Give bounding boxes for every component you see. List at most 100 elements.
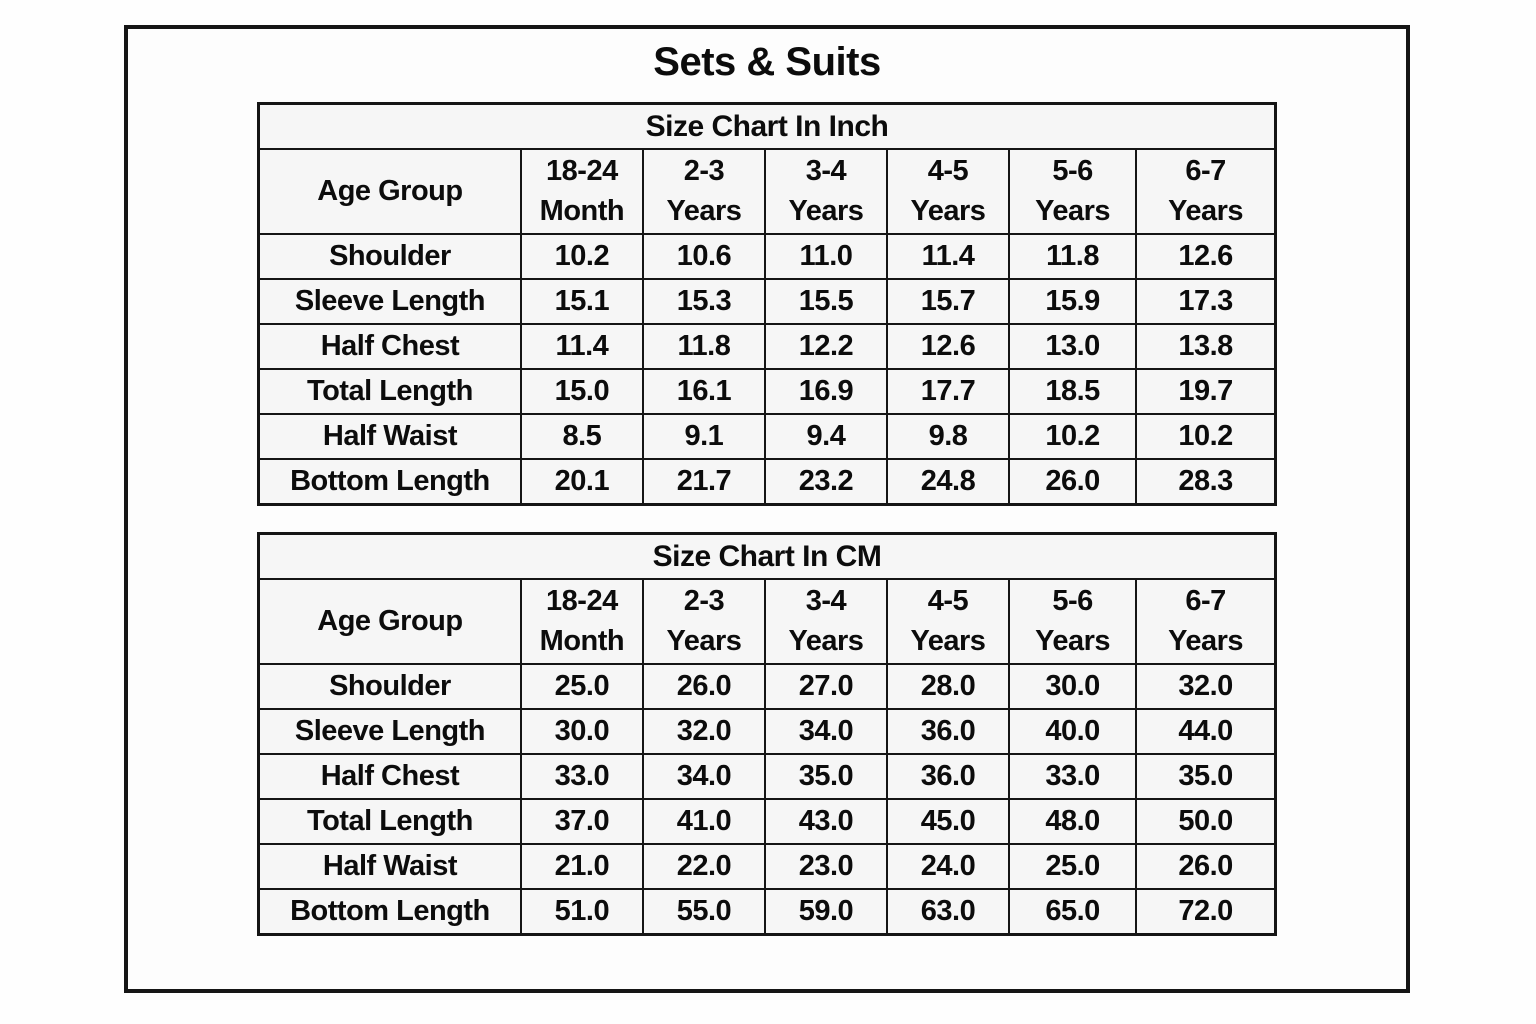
size-value-cell: 36.0 bbox=[885, 708, 1011, 755]
size-value-cell: 12.2 bbox=[763, 323, 888, 370]
size-value-cell: 24.8 bbox=[885, 458, 1011, 506]
age-column-header: 2-3 Years bbox=[641, 148, 766, 235]
age-column-line1: 18-24 bbox=[546, 155, 618, 188]
table-row: Half Chest 33.0 34.0 35.0 36.0 33.0 35.0 bbox=[257, 753, 1277, 800]
size-value-cell: 23.2 bbox=[763, 458, 888, 506]
age-column-header: 4-5 Years bbox=[885, 578, 1011, 665]
size-value-cell: 34.0 bbox=[641, 753, 766, 800]
size-value-cell: 41.0 bbox=[641, 798, 766, 845]
size-value-cell: 28.0 bbox=[885, 663, 1011, 710]
age-column-header: 3-4 Years bbox=[763, 148, 888, 235]
age-column-header: 18-24 Month bbox=[519, 148, 644, 235]
age-column-header: 6-7 Years bbox=[1135, 148, 1277, 235]
age-column-header: 3-4 Years bbox=[763, 578, 888, 665]
size-value-cell: 37.0 bbox=[519, 798, 644, 845]
size-chart-cm-table: Size Chart In CM Age Group 18-24 Month 2-3 Ye… bbox=[257, 532, 1277, 936]
size-value-cell: 48.0 bbox=[1007, 798, 1138, 845]
size-value-cell: 63.0 bbox=[885, 888, 1011, 936]
size-value-cell: 10.6 bbox=[641, 233, 766, 280]
age-column-line2: Years bbox=[666, 194, 742, 227]
age-column-line2: Years bbox=[788, 624, 864, 657]
size-value-cell: 15.5 bbox=[763, 278, 888, 325]
age-column-line2: Years bbox=[1168, 624, 1244, 657]
size-value-cell: 10.2 bbox=[519, 233, 644, 280]
row-label: Half Waist bbox=[257, 413, 522, 460]
size-value-cell: 9.4 bbox=[763, 413, 888, 460]
row-label: Half Waist bbox=[257, 843, 522, 890]
age-column-line2: Years bbox=[910, 194, 986, 227]
size-value-cell: 11.4 bbox=[885, 233, 1011, 280]
table-row: Shoulder 10.2 10.6 11.0 11.4 11.8 12.6 bbox=[257, 233, 1277, 280]
row-label: Shoulder bbox=[257, 663, 522, 710]
page-title: Sets & Suits bbox=[653, 40, 881, 84]
size-value-cell: 32.0 bbox=[1135, 663, 1277, 710]
age-column-line1: 5-6 bbox=[1052, 585, 1093, 618]
size-value-cell: 30.0 bbox=[1007, 663, 1138, 710]
size-value-cell: 16.9 bbox=[763, 368, 888, 415]
size-value-cell: 27.0 bbox=[763, 663, 888, 710]
size-value-cell: 11.8 bbox=[641, 323, 766, 370]
age-column-line2: Month bbox=[539, 194, 625, 227]
size-value-cell: 44.0 bbox=[1135, 708, 1277, 755]
age-column-line1: 4-5 bbox=[927, 585, 969, 618]
outer-frame: Sets & Suits Size Chart In Inch Age Group… bbox=[124, 25, 1410, 993]
size-value-cell: 40.0 bbox=[1007, 708, 1138, 755]
age-column-line2: Years bbox=[1168, 194, 1244, 227]
row-label: Bottom Length bbox=[257, 458, 522, 506]
size-value-cell: 35.0 bbox=[763, 753, 888, 800]
age-column-header: 5-6 Years bbox=[1007, 578, 1138, 665]
table-row: Half Chest 11.4 11.8 12.2 12.6 13.0 13.8 bbox=[257, 323, 1277, 370]
table-caption: Size Chart In Inch bbox=[257, 102, 1277, 150]
size-value-cell: 8.5 bbox=[519, 413, 644, 460]
age-column-line2: Years bbox=[1035, 194, 1111, 227]
row-label: Total Length bbox=[257, 798, 522, 845]
age-column-line1: 18-24 bbox=[546, 585, 618, 618]
size-value-cell: 15.1 bbox=[519, 278, 644, 325]
size-value-cell: 16.1 bbox=[641, 368, 766, 415]
age-column-header: 5-6 Years bbox=[1007, 148, 1138, 235]
size-value-cell: 33.0 bbox=[1007, 753, 1138, 800]
age-column-line2: Years bbox=[788, 194, 864, 227]
size-value-cell: 22.0 bbox=[641, 843, 766, 890]
age-group-corner-label: Age Group bbox=[257, 148, 522, 235]
age-group-header-row: Age Group 18-24 Month 2-3 Years 3-4 Years 4-5 Ye… bbox=[257, 148, 1277, 235]
size-value-cell: 19.7 bbox=[1135, 368, 1277, 415]
size-value-cell: 32.0 bbox=[641, 708, 766, 755]
age-column-line2: Years bbox=[666, 624, 742, 657]
age-column-header: 2-3 Years bbox=[641, 578, 766, 665]
size-value-cell: 18.5 bbox=[1007, 368, 1138, 415]
size-value-cell: 13.8 bbox=[1135, 323, 1277, 370]
size-value-cell: 12.6 bbox=[885, 323, 1011, 370]
size-value-cell: 26.0 bbox=[1007, 458, 1138, 506]
age-column-header: 18-24 Month bbox=[519, 578, 644, 665]
size-value-cell: 26.0 bbox=[641, 663, 766, 710]
size-value-cell: 35.0 bbox=[1135, 753, 1277, 800]
row-label: Half Chest bbox=[257, 323, 522, 370]
row-label: Half Chest bbox=[257, 753, 522, 800]
size-value-cell: 24.0 bbox=[885, 843, 1011, 890]
age-column-header: 4-5 Years bbox=[885, 148, 1011, 235]
size-value-cell: 51.0 bbox=[519, 888, 644, 936]
size-value-cell: 10.2 bbox=[1007, 413, 1138, 460]
size-value-cell: 17.7 bbox=[885, 368, 1011, 415]
size-value-cell: 45.0 bbox=[885, 798, 1011, 845]
table-caption-row: Size Chart In Inch bbox=[257, 102, 1277, 150]
age-column-line1: 3-4 bbox=[805, 155, 847, 188]
size-value-cell: 9.1 bbox=[641, 413, 766, 460]
size-value-cell: 50.0 bbox=[1135, 798, 1277, 845]
size-value-cell: 15.7 bbox=[885, 278, 1011, 325]
size-value-cell: 30.0 bbox=[519, 708, 644, 755]
age-column-line2: Years bbox=[1035, 624, 1111, 657]
age-column-line1: 2-3 bbox=[683, 155, 725, 188]
size-value-cell: 10.2 bbox=[1135, 413, 1277, 460]
size-value-cell: 21.0 bbox=[519, 843, 644, 890]
size-value-cell: 26.0 bbox=[1135, 843, 1277, 890]
size-value-cell: 34.0 bbox=[763, 708, 888, 755]
size-value-cell: 36.0 bbox=[885, 753, 1011, 800]
size-value-cell: 28.3 bbox=[1135, 458, 1277, 506]
age-column-line1: 5-6 bbox=[1052, 155, 1093, 188]
age-column-line1: 3-4 bbox=[805, 585, 847, 618]
age-column-line2: Years bbox=[910, 624, 986, 657]
table-row: Total Length 37.0 41.0 43.0 45.0 48.0 50.0 bbox=[257, 798, 1277, 845]
table-row: Total Length 15.0 16.1 16.9 17.7 18.5 19.7 bbox=[257, 368, 1277, 415]
